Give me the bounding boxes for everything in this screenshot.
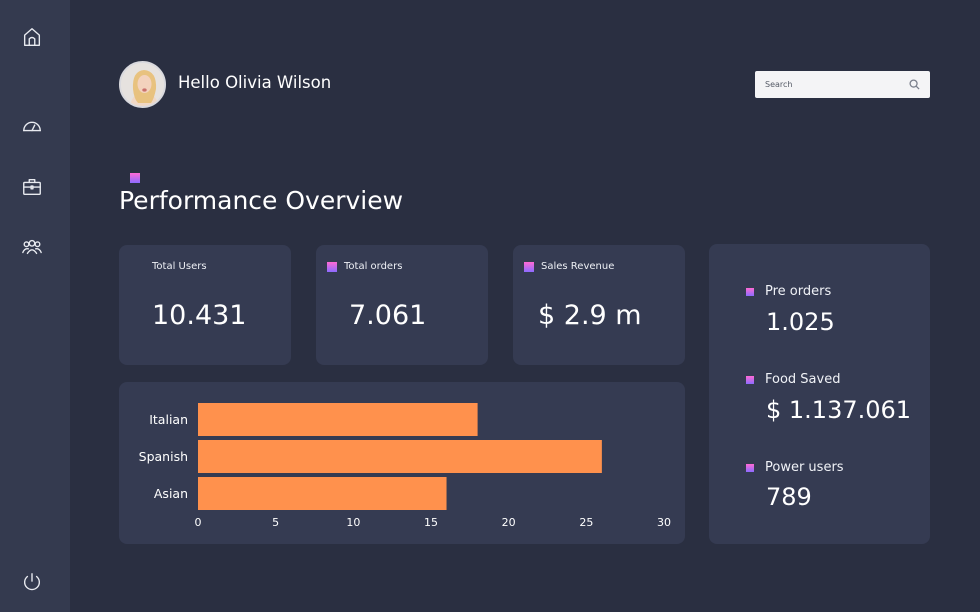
x-tick-label: 0: [195, 516, 202, 529]
category-label: Spanish: [139, 449, 188, 464]
stat-value: $ 2.9 m: [538, 300, 642, 331]
stat-label: Total orders: [327, 261, 402, 272]
power-icon[interactable]: [19, 569, 45, 595]
page-title: Performance Overview: [119, 186, 404, 215]
bar-italian: [198, 403, 478, 436]
bar-asian: [198, 477, 447, 510]
greeting-text: Hello Olivia Wilson: [178, 73, 332, 92]
cuisine-bar-chart: Italian Spanish Asian 0 5 10 15 20 25 30: [139, 403, 671, 529]
stat-value: 7.061: [349, 300, 427, 331]
search-box[interactable]: [755, 71, 930, 98]
x-tick-label: 15: [424, 516, 438, 529]
bar-spanish: [198, 440, 602, 473]
stat-label: Total Users: [152, 261, 207, 272]
category-label: Italian: [149, 412, 188, 427]
stat-label: Sales Revenue: [524, 261, 614, 272]
users-icon[interactable]: [19, 234, 45, 260]
briefcase-icon[interactable]: [19, 174, 45, 200]
avatar[interactable]: [119, 61, 166, 108]
dashboard-icon[interactable]: [19, 113, 45, 139]
title-marker-icon: [130, 173, 140, 183]
stat-card-total-users: Total Users 10.431: [119, 245, 291, 365]
x-tick-label: 30: [657, 516, 671, 529]
marker-icon: [746, 463, 754, 472]
search-icon[interactable]: [909, 79, 920, 90]
side-stat-value-power-users: 789: [766, 483, 812, 511]
search-input[interactable]: [765, 80, 900, 89]
avatar-portrait-icon: [121, 63, 164, 106]
side-stat-label-pre-orders: Pre orders: [746, 284, 831, 299]
stat-card-sales-revenue: Sales Revenue $ 2.9 m: [513, 245, 685, 365]
side-stat-label-food-saved: Food Saved: [746, 372, 840, 387]
marker-icon: [746, 287, 754, 296]
x-tick-label: 5: [272, 516, 279, 529]
marker-icon: [327, 261, 337, 272]
category-label: Asian: [154, 486, 188, 501]
side-stats-card: Pre orders 1.025 Food Saved $ 1.137.061 …: [709, 244, 930, 544]
sidebar: [0, 0, 70, 612]
marker-icon: [524, 261, 534, 272]
stat-value: 10.431: [152, 300, 247, 331]
stat-card-total-orders: Total orders 7.061: [316, 245, 488, 365]
side-stat-value-food-saved: $ 1.137.061: [766, 396, 912, 424]
cuisine-chart-card: Italian Spanish Asian 0 5 10 15 20 25 30: [119, 382, 685, 544]
side-stat-label-power-users: Power users: [746, 460, 844, 475]
side-stat-value-pre-orders: 1.025: [766, 308, 835, 336]
home-icon[interactable]: [19, 24, 45, 50]
x-tick-label: 10: [346, 516, 360, 529]
x-tick-label: 20: [502, 516, 516, 529]
marker-icon: [746, 375, 754, 384]
x-tick-label: 25: [579, 516, 593, 529]
